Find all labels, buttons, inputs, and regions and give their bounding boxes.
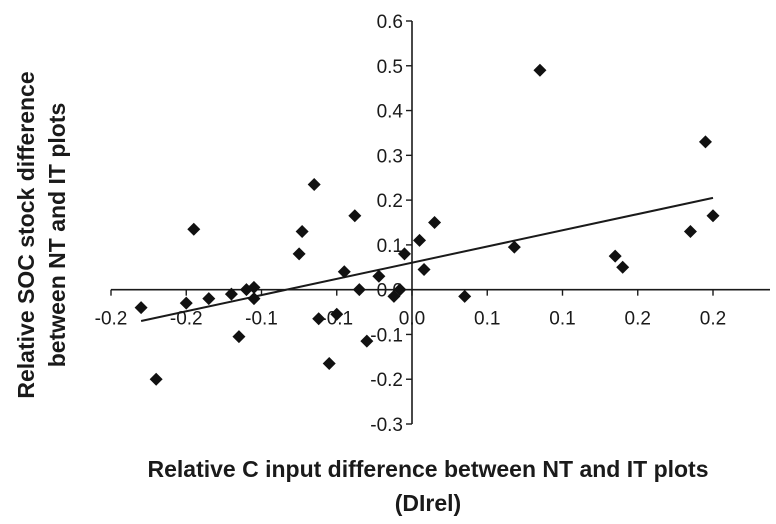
y-tick-label: -0.1 <box>370 325 403 346</box>
data-point <box>428 216 442 229</box>
data-point <box>134 301 148 315</box>
data-point <box>393 283 407 297</box>
data-point <box>247 292 261 306</box>
x-tick-label: 0.2 <box>625 309 651 330</box>
data-point <box>507 240 521 254</box>
trendline-group <box>140 196 714 322</box>
trendline <box>140 196 714 322</box>
data-point <box>232 330 246 344</box>
data-point <box>352 283 366 297</box>
y-tick-label: 0.3 <box>377 146 403 167</box>
data-point <box>413 233 427 247</box>
x-tick-label: -0.2 <box>95 309 128 330</box>
y-axis-ticks: -0.3-0.2-0.10.00.10.20.30.40.50.6 <box>370 12 412 436</box>
data-point <box>683 224 697 238</box>
data-point <box>458 289 472 303</box>
data-point <box>149 372 163 386</box>
data-point <box>360 334 374 348</box>
data-point <box>224 287 238 301</box>
data-point <box>348 209 362 223</box>
y-axis-title-line1: Relative SOC stock difference <box>13 71 39 398</box>
data-point <box>608 249 622 263</box>
data-point <box>330 307 344 321</box>
x-tick-label: 0.1 <box>474 309 500 330</box>
x-tick-label: 0.1 <box>549 309 575 330</box>
x-tick-label: 0.0 <box>399 309 425 330</box>
data-point <box>706 209 720 223</box>
data-point <box>533 63 547 77</box>
y-axis-title-line2: between NT and IT plots <box>44 103 70 368</box>
data-point <box>337 265 351 279</box>
data-point <box>187 222 201 236</box>
data-point <box>616 260 630 274</box>
y-tick-label: 0.5 <box>377 57 403 78</box>
y-axis-title-group: Relative SOC stock difference <box>13 71 39 398</box>
data-point <box>322 357 336 371</box>
data-point <box>417 263 431 277</box>
y-tick-label: -0.3 <box>370 415 403 436</box>
data-point <box>312 312 326 326</box>
y-tick-label: 0.1 <box>377 236 403 257</box>
x-axis-title-line2: (DIrel) <box>395 490 461 516</box>
x-axis-title-line1: Relative C input difference between NT a… <box>147 456 708 482</box>
data-point <box>397 247 411 261</box>
data-point <box>292 247 306 261</box>
data-points <box>134 63 720 386</box>
axes <box>111 21 770 424</box>
x-tick-label: -0.1 <box>245 309 278 330</box>
y-axis-title-group-2: between NT and IT plots <box>44 103 70 368</box>
y-tick-label: 0.2 <box>377 191 403 212</box>
data-point <box>295 224 309 238</box>
data-point <box>179 296 193 310</box>
y-tick-label: 0.4 <box>377 102 404 123</box>
data-point <box>372 269 386 283</box>
y-tick-label: -0.2 <box>370 370 403 391</box>
data-point <box>247 280 261 294</box>
data-point <box>307 177 321 191</box>
data-point <box>698 135 712 149</box>
y-tick-label: 0.6 <box>377 12 403 33</box>
x-tick-label: 0.2 <box>700 309 726 330</box>
data-point <box>202 292 216 306</box>
